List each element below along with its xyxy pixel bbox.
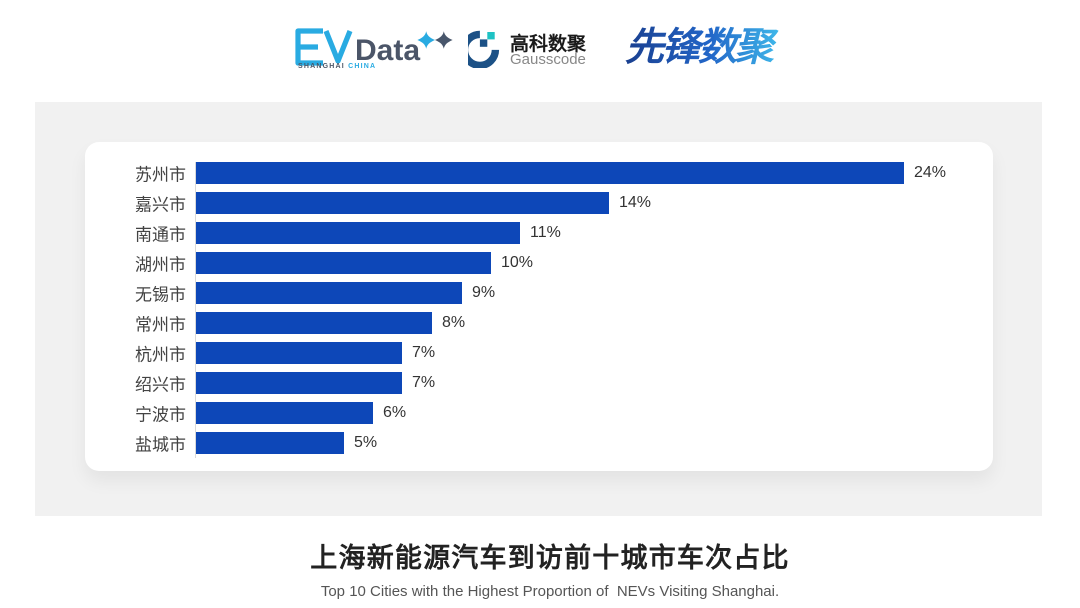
svg-text:Gausscode: Gausscode xyxy=(510,51,586,68)
svg-text:先锋数聚: 先锋数聚 xyxy=(625,26,780,69)
svg-text:SHANGHAI CHINA: SHANGHAI CHINA xyxy=(298,63,376,69)
